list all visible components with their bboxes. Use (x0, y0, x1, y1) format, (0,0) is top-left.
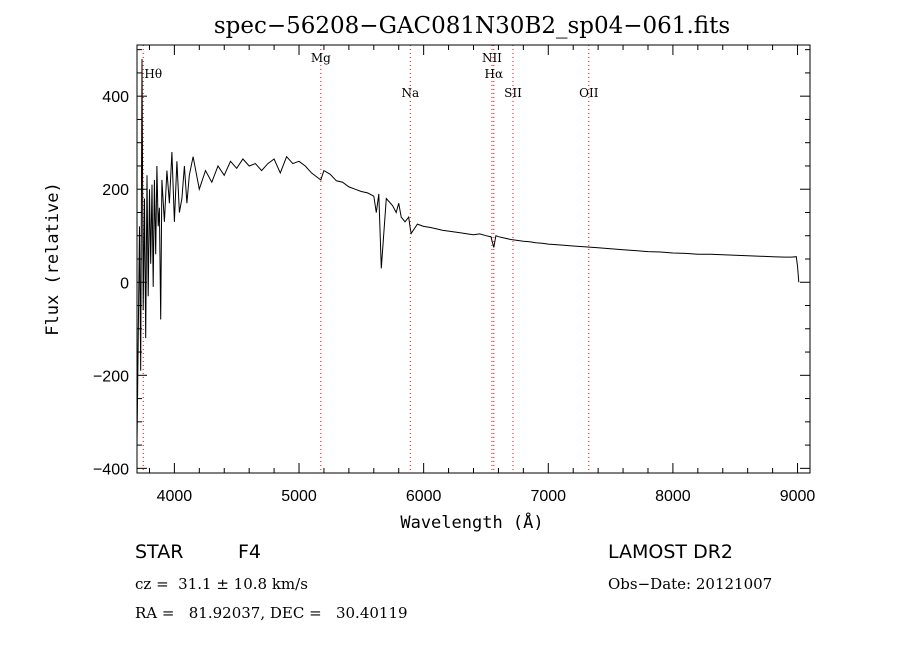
object-subclass: F4 (238, 541, 262, 563)
x-tick-labels: 4000 5000 6000 7000 8000 9000 (157, 488, 816, 505)
spectral-line-label: NII (482, 51, 502, 65)
plot-frame (136, 44, 811, 474)
x-tick-label: 6000 (406, 488, 442, 505)
y-tick-label: 400 (102, 89, 129, 106)
spectral-line-label: OII (579, 86, 599, 100)
obs-date-line: Obs−Date: 20121007 (608, 575, 773, 593)
spectral-line-label: Hα (485, 67, 504, 81)
x-tick-label: 4000 (157, 488, 193, 505)
spectral-line-label: Hθ (144, 67, 162, 81)
spectrum-line (136, 58, 800, 446)
object-class: STAR (135, 541, 184, 563)
spectral-line-label: Mg (311, 51, 331, 65)
y-axis-label: Flux (relative) (43, 182, 63, 336)
spectral-line-label: Na (401, 86, 419, 100)
x-tick-label: 8000 (655, 488, 691, 505)
axis-ticks (137, 45, 810, 473)
y-tick-label: 0 (120, 275, 129, 292)
spectrum-layer (136, 58, 800, 446)
x-tick-label: 9000 (780, 488, 816, 505)
coordinates-line: RA = 81.92037, DEC = 30.40119 (135, 604, 408, 622)
x-tick-label: 7000 (530, 488, 566, 505)
y-tick-labels: −400 −200 0 200 400 (93, 89, 129, 478)
y-tick-label: −200 (93, 368, 129, 385)
spectral-line-label: SII (504, 86, 522, 100)
y-tick-label: 200 (102, 182, 129, 199)
y-tick-label: −400 (93, 461, 129, 478)
x-tick-label: 5000 (281, 488, 317, 505)
spectral-line-markers (142, 45, 590, 473)
survey-name: LAMOST DR2 (608, 541, 733, 563)
chart-title: spec−56208−GAC081N30B2_sp04−061.fits (214, 13, 730, 39)
redshift-line: cz = 31.1 ± 10.8 km/s (135, 575, 308, 593)
x-axis-label: Wavelength (Å) (400, 511, 543, 533)
